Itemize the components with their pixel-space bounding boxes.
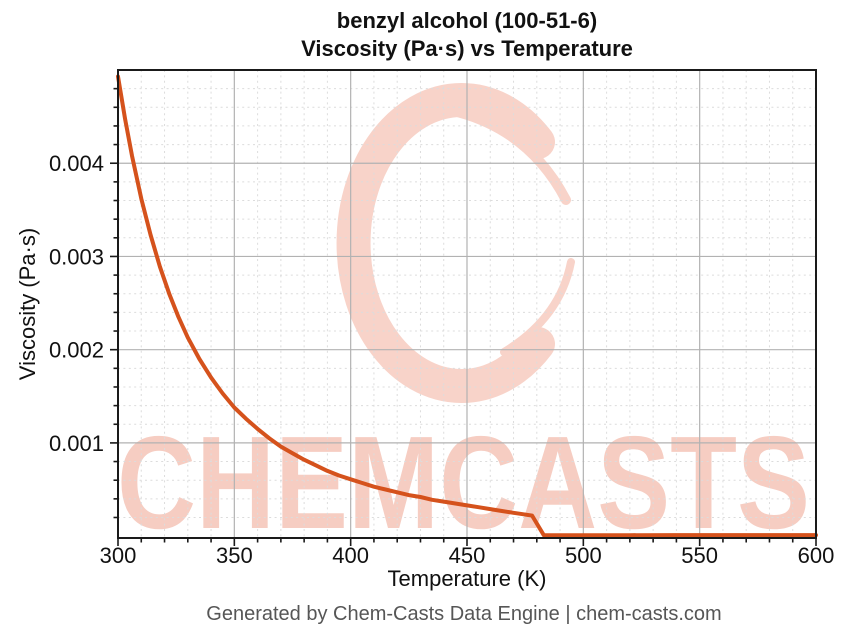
- y-tick-label: 0.002: [49, 338, 104, 363]
- plot-border: [117, 69, 817, 539]
- chemcasts-logo-swoosh-bottom-icon: [500, 258, 575, 356]
- axes-layer: 300 350 400 450 500 550 600 0.001 0.002 0.003 0.00…: [49, 69, 835, 568]
- chemcasts-watermark: CHEMCASTS: [117, 83, 810, 556]
- y-tick-label: 0.001: [49, 431, 104, 456]
- chemcasts-logo-swoosh-top-icon: [419, 101, 571, 205]
- x-tick-label: 500: [565, 543, 602, 568]
- y-axis-label: Viscosity (Pa·s): [15, 227, 40, 381]
- chart-title: benzyl alcohol (100-51-6) Viscosity (Pa·…: [301, 7, 633, 63]
- minor-gridlines: [118, 70, 816, 538]
- viscosity-curve: [116, 74, 818, 538]
- x-tick-label: 600: [798, 543, 835, 568]
- series-layer: [116, 74, 818, 538]
- chart-title-line1: benzyl alcohol (100-51-6): [336, 8, 598, 33]
- footer-caption: Generated by Chem-Casts Data Engine | ch…: [206, 603, 722, 625]
- x-axis-label: Temperature (K): [387, 566, 547, 591]
- chart-title-line2: Viscosity (Pa·s) vs Temperature: [301, 36, 633, 61]
- y-tick-label: 0.004: [49, 151, 104, 176]
- y-tick-label: 0.003: [49, 244, 104, 269]
- x-tick-label: 400: [332, 543, 369, 568]
- x-tick-label: 450: [449, 543, 486, 568]
- x-tick-label: 550: [681, 543, 718, 568]
- chemcasts-watermark-text: CHEMCASTS: [117, 409, 810, 556]
- x-tick-label: 350: [216, 543, 253, 568]
- x-tick-label: 300: [100, 543, 137, 568]
- chemcasts-c-logo-icon: [336, 83, 555, 403]
